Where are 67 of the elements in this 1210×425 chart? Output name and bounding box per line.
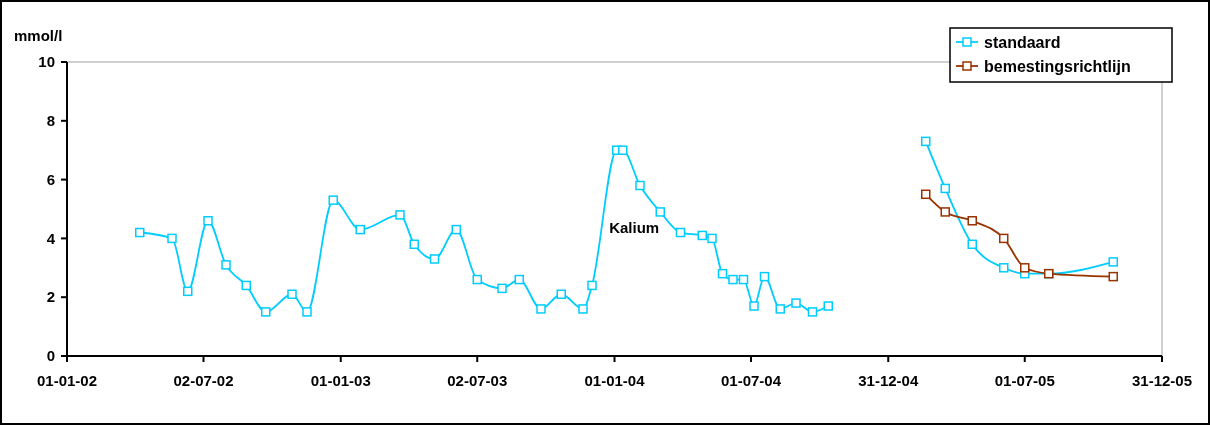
point xyxy=(287,289,297,300)
point xyxy=(1108,257,1118,267)
point xyxy=(183,286,193,297)
point xyxy=(967,239,977,250)
x-tick-label: 02-07-02 xyxy=(173,372,234,389)
point xyxy=(921,189,931,200)
point xyxy=(429,254,440,264)
point xyxy=(749,301,759,311)
point xyxy=(618,145,628,155)
point xyxy=(967,216,977,226)
point xyxy=(536,304,546,314)
point xyxy=(135,227,145,238)
point xyxy=(791,298,801,308)
y-tick-label: 0 xyxy=(46,347,55,365)
point xyxy=(556,289,566,300)
point xyxy=(355,224,365,235)
y-tick-label: 4 xyxy=(46,229,56,247)
point xyxy=(514,274,524,285)
point xyxy=(587,280,597,291)
point xyxy=(655,207,665,217)
point xyxy=(999,263,1009,273)
x-tick-label: 01-07-04 xyxy=(720,372,782,389)
point xyxy=(697,230,707,241)
point xyxy=(203,216,213,226)
point xyxy=(221,260,231,270)
point xyxy=(328,195,338,205)
x-tick-label: 31-12-05 xyxy=(1131,372,1193,389)
point xyxy=(497,283,507,294)
point xyxy=(999,233,1009,244)
y-tick-label: 8 xyxy=(46,112,55,130)
legend-label: standaard xyxy=(984,33,1061,51)
y-tick-label: 2 xyxy=(46,288,55,306)
point xyxy=(707,233,717,244)
point xyxy=(472,274,482,285)
point xyxy=(1108,271,1118,282)
point xyxy=(940,207,950,217)
point xyxy=(823,301,833,311)
point xyxy=(940,183,950,194)
x-tick-label: 01-01-02 xyxy=(36,372,98,389)
point xyxy=(675,227,686,238)
x-tick-label: 02-07-03 xyxy=(447,372,508,389)
point xyxy=(261,307,271,317)
point xyxy=(578,304,588,314)
point xyxy=(921,136,931,147)
x-tick-label: 01-07-05 xyxy=(994,372,1055,389)
y-tick-label: 10 xyxy=(38,53,55,71)
point xyxy=(1020,263,1030,273)
point xyxy=(759,271,770,282)
annotation: Kalium xyxy=(609,219,660,237)
point xyxy=(775,304,785,314)
point xyxy=(635,180,645,191)
x-tick-label: 01-01-03 xyxy=(310,372,371,389)
point xyxy=(717,268,728,279)
point xyxy=(451,224,461,235)
point xyxy=(807,307,818,317)
y-tick-label: 6 xyxy=(46,170,55,188)
x-tick-label: 01-01-04 xyxy=(584,372,646,389)
point xyxy=(302,307,312,317)
legend-label: bemestingsrichtlijn xyxy=(984,57,1131,75)
point xyxy=(728,274,738,285)
y-axis-title: mmol/l xyxy=(14,27,63,44)
point xyxy=(241,280,251,291)
x-tick-label: 31-12-04 xyxy=(858,372,919,389)
point xyxy=(409,239,419,250)
point xyxy=(395,210,405,220)
point xyxy=(167,233,177,244)
point xyxy=(738,274,749,285)
